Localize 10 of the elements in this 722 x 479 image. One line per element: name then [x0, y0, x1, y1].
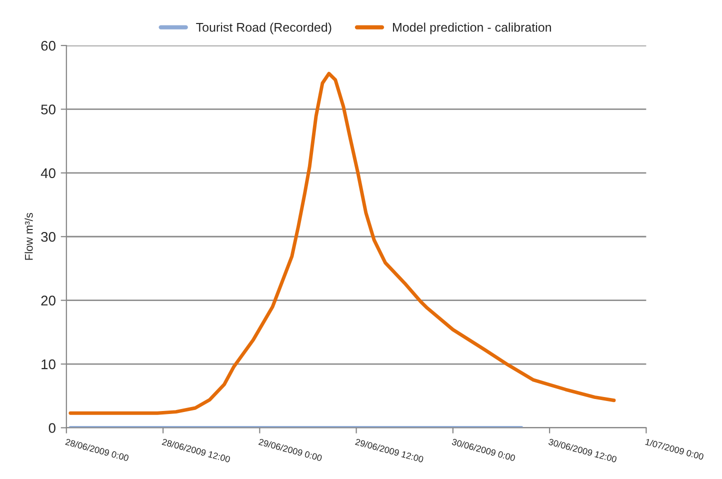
- y-axis-title: Flow m³/s: [24, 212, 33, 260]
- legend-label: Tourist Road (Recorded): [196, 22, 332, 34]
- legend-label: Model prediction - calibration: [393, 22, 551, 34]
- y-tick-label: 10: [42, 359, 56, 370]
- y-tick-label: 20: [41, 296, 56, 306]
- y-tick-label: 0: [48, 423, 56, 433]
- y-tick-label: 50: [41, 104, 56, 114]
- y-tick-label: 40: [40, 168, 56, 178]
- y-tick-label: 60: [41, 40, 56, 51]
- y-tick-label: 30: [41, 232, 56, 242]
